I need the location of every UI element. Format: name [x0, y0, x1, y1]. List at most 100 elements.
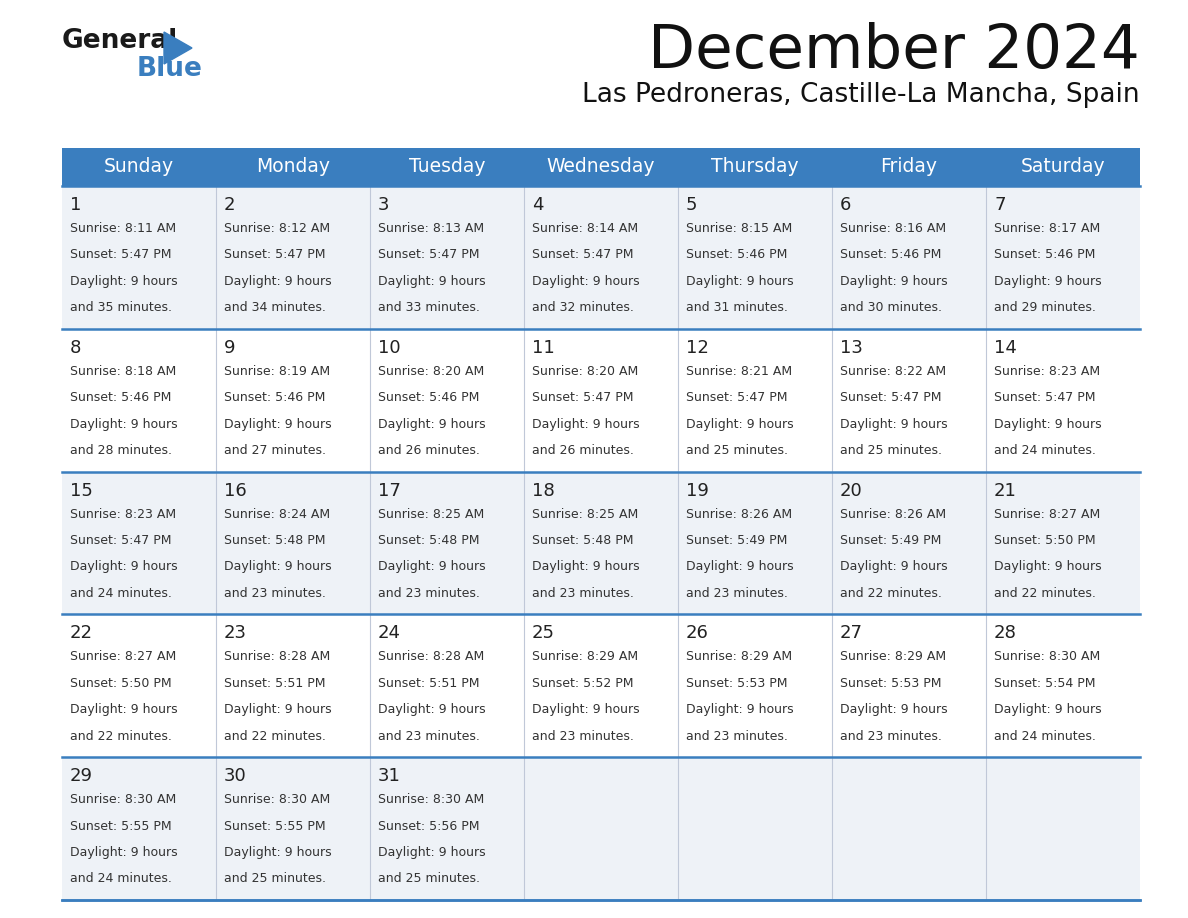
Bar [678, 186, 832, 329]
Text: 9: 9 [225, 339, 235, 357]
Text: Sunset: 5:47 PM: Sunset: 5:47 PM [70, 534, 171, 547]
Text: Sunrise: 8:12 AM: Sunrise: 8:12 AM [225, 222, 330, 235]
Bar [369, 148, 524, 186]
Bar [524, 186, 678, 329]
Text: Sunrise: 8:30 AM: Sunrise: 8:30 AM [994, 650, 1100, 664]
Bar [216, 614, 369, 757]
Text: Sunrise: 8:27 AM: Sunrise: 8:27 AM [70, 650, 176, 664]
Text: Sunset: 5:46 PM: Sunset: 5:46 PM [70, 391, 171, 404]
Text: 17: 17 [378, 482, 400, 499]
Text: and 22 minutes.: and 22 minutes. [225, 730, 326, 743]
Text: Daylight: 9 hours: Daylight: 9 hours [70, 703, 178, 716]
Text: and 22 minutes.: and 22 minutes. [994, 587, 1095, 599]
Text: Sunrise: 8:25 AM: Sunrise: 8:25 AM [532, 508, 638, 521]
Text: and 26 minutes.: and 26 minutes. [378, 444, 480, 457]
Bar [524, 329, 678, 472]
Bar [62, 757, 216, 900]
Text: and 25 minutes.: and 25 minutes. [840, 444, 942, 457]
Text: Sunrise: 8:23 AM: Sunrise: 8:23 AM [70, 508, 176, 521]
Text: 21: 21 [994, 482, 1017, 499]
Bar [216, 329, 369, 472]
Text: and 31 minutes.: and 31 minutes. [685, 301, 788, 314]
Text: and 23 minutes.: and 23 minutes. [225, 587, 326, 599]
Text: 15: 15 [70, 482, 93, 499]
Bar [832, 329, 986, 472]
Text: Sunrise: 8:30 AM: Sunrise: 8:30 AM [225, 793, 330, 806]
Text: Monday: Monday [255, 158, 330, 176]
Text: Daylight: 9 hours: Daylight: 9 hours [994, 560, 1101, 574]
Bar [986, 614, 1140, 757]
Bar [369, 757, 524, 900]
Text: Sunrise: 8:16 AM: Sunrise: 8:16 AM [840, 222, 946, 235]
Text: and 22 minutes.: and 22 minutes. [70, 730, 172, 743]
Text: Daylight: 9 hours: Daylight: 9 hours [225, 703, 331, 716]
Text: and 25 minutes.: and 25 minutes. [378, 872, 480, 886]
Bar [524, 757, 678, 900]
Text: Daylight: 9 hours: Daylight: 9 hours [994, 418, 1101, 431]
Text: Blue: Blue [137, 56, 203, 82]
Bar [986, 148, 1140, 186]
Text: 23: 23 [225, 624, 247, 643]
Text: Sunset: 5:49 PM: Sunset: 5:49 PM [685, 534, 788, 547]
Text: Sunrise: 8:29 AM: Sunrise: 8:29 AM [840, 650, 946, 664]
Text: Sunrise: 8:26 AM: Sunrise: 8:26 AM [840, 508, 946, 521]
Text: 31: 31 [378, 767, 400, 785]
Bar [832, 186, 986, 329]
Text: 4: 4 [532, 196, 543, 214]
Bar [369, 186, 524, 329]
Text: Daylight: 9 hours: Daylight: 9 hours [70, 560, 178, 574]
Text: 7: 7 [994, 196, 1005, 214]
Text: Daylight: 9 hours: Daylight: 9 hours [532, 274, 639, 288]
Text: Daylight: 9 hours: Daylight: 9 hours [378, 846, 486, 859]
Text: Daylight: 9 hours: Daylight: 9 hours [532, 560, 639, 574]
Text: Sunrise: 8:18 AM: Sunrise: 8:18 AM [70, 364, 176, 378]
Text: Sunset: 5:55 PM: Sunset: 5:55 PM [70, 820, 171, 833]
Text: and 24 minutes.: and 24 minutes. [994, 730, 1095, 743]
Bar [678, 329, 832, 472]
Text: 3: 3 [378, 196, 390, 214]
Text: Sunset: 5:47 PM: Sunset: 5:47 PM [532, 391, 633, 404]
Text: Sunset: 5:48 PM: Sunset: 5:48 PM [378, 534, 480, 547]
Text: 28: 28 [994, 624, 1017, 643]
Text: 2: 2 [225, 196, 235, 214]
Text: Sunset: 5:51 PM: Sunset: 5:51 PM [378, 677, 480, 689]
Text: 18: 18 [532, 482, 555, 499]
Text: Sunset: 5:46 PM: Sunset: 5:46 PM [840, 249, 941, 262]
Text: Sunrise: 8:23 AM: Sunrise: 8:23 AM [994, 364, 1100, 378]
Text: Sunrise: 8:13 AM: Sunrise: 8:13 AM [378, 222, 485, 235]
Bar [832, 614, 986, 757]
Text: and 23 minutes.: and 23 minutes. [685, 730, 788, 743]
Text: Sunrise: 8:27 AM: Sunrise: 8:27 AM [994, 508, 1100, 521]
Polygon shape [164, 32, 192, 64]
Text: Sunrise: 8:26 AM: Sunrise: 8:26 AM [685, 508, 792, 521]
Text: 26: 26 [685, 624, 709, 643]
Text: Daylight: 9 hours: Daylight: 9 hours [225, 846, 331, 859]
Text: Sunset: 5:53 PM: Sunset: 5:53 PM [685, 677, 788, 689]
Text: Sunset: 5:47 PM: Sunset: 5:47 PM [378, 249, 480, 262]
Text: Sunrise: 8:11 AM: Sunrise: 8:11 AM [70, 222, 176, 235]
Text: Friday: Friday [880, 158, 937, 176]
Bar [62, 186, 216, 329]
Bar [524, 148, 678, 186]
Text: 20: 20 [840, 482, 862, 499]
Text: 12: 12 [685, 339, 709, 357]
Text: Sunset: 5:46 PM: Sunset: 5:46 PM [685, 249, 788, 262]
Text: Sunset: 5:50 PM: Sunset: 5:50 PM [994, 534, 1095, 547]
Text: and 24 minutes.: and 24 minutes. [994, 444, 1095, 457]
Text: 8: 8 [70, 339, 81, 357]
Text: and 23 minutes.: and 23 minutes. [532, 730, 634, 743]
Text: Sunset: 5:48 PM: Sunset: 5:48 PM [225, 534, 326, 547]
Text: Daylight: 9 hours: Daylight: 9 hours [685, 560, 794, 574]
Text: Daylight: 9 hours: Daylight: 9 hours [840, 274, 948, 288]
Text: 27: 27 [840, 624, 862, 643]
Text: Sunset: 5:47 PM: Sunset: 5:47 PM [840, 391, 942, 404]
Text: and 23 minutes.: and 23 minutes. [532, 587, 634, 599]
Text: Sunrise: 8:17 AM: Sunrise: 8:17 AM [994, 222, 1100, 235]
Text: and 26 minutes.: and 26 minutes. [532, 444, 634, 457]
Text: Las Pedroneras, Castille-La Mancha, Spain: Las Pedroneras, Castille-La Mancha, Spai… [582, 82, 1140, 108]
Text: Daylight: 9 hours: Daylight: 9 hours [378, 274, 486, 288]
Text: and 33 minutes.: and 33 minutes. [378, 301, 480, 314]
Text: Sunrise: 8:21 AM: Sunrise: 8:21 AM [685, 364, 792, 378]
Text: Tuesday: Tuesday [409, 158, 485, 176]
Text: Sunrise: 8:29 AM: Sunrise: 8:29 AM [532, 650, 638, 664]
